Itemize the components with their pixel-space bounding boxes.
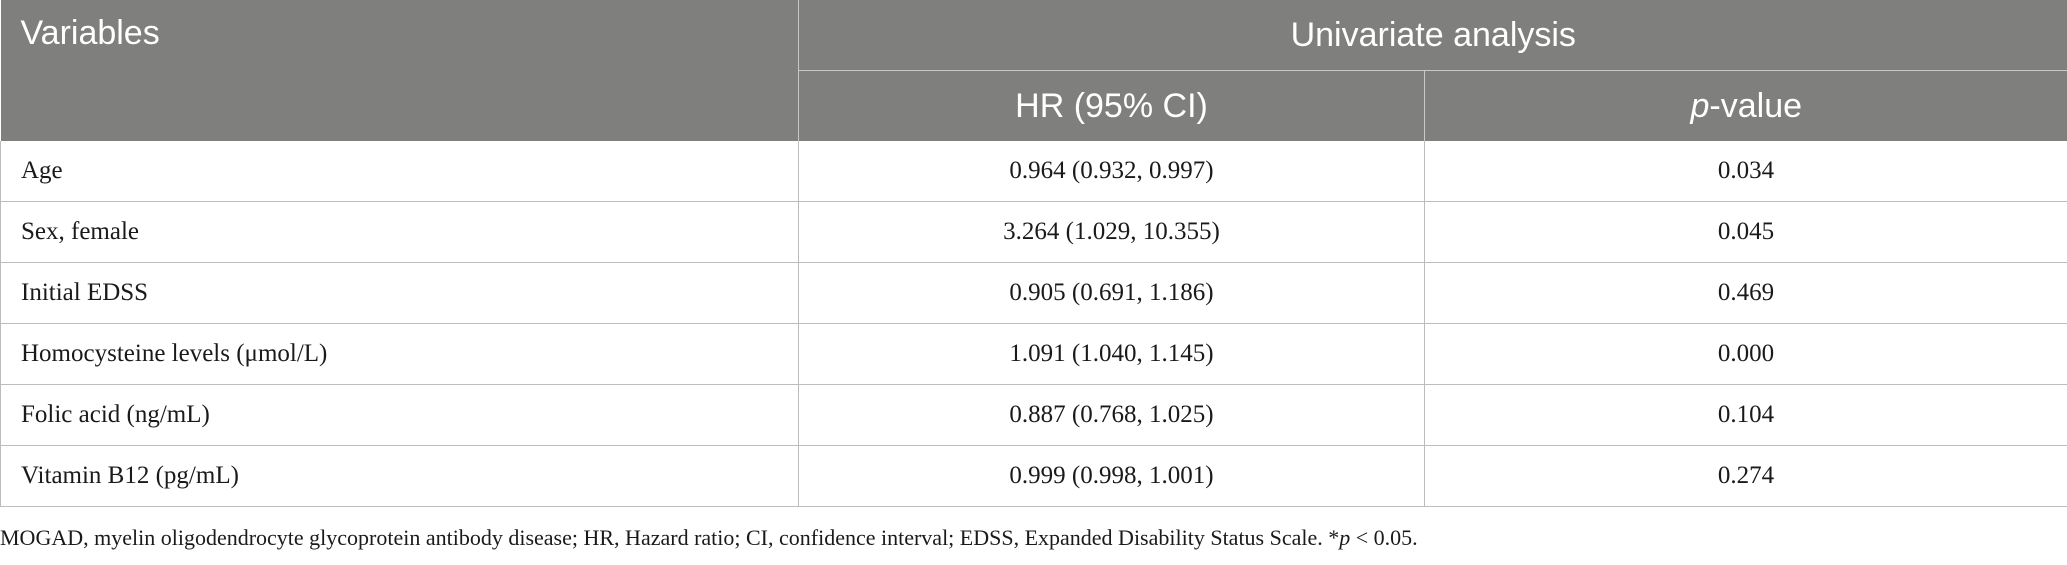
footnote-p-italic: p: [1339, 525, 1351, 550]
header-p-value: p-value: [1424, 70, 2067, 141]
cell-variable: Homocysteine levels (μmol/L): [0, 323, 799, 385]
cell-variable: Initial EDSS: [0, 262, 799, 324]
table-row: Initial EDSS 0.905 (0.691, 1.186) 0.469: [0, 262, 2067, 324]
results-table-container: Variables Univariate analysis HR (95% CI…: [0, 0, 2067, 507]
cell-hr: 0.905 (0.691, 1.186): [798, 262, 1425, 324]
footnote-text: MOGAD, myelin oligodendrocyte glycoprote…: [0, 525, 1340, 550]
table-row: Vitamin B12 (pg/mL) 0.999 (0.998, 1.001)…: [0, 445, 2067, 507]
cell-p-value: 0.045: [1424, 201, 2067, 263]
cell-p-value: 0.104: [1424, 384, 2067, 446]
table-row: Sex, female 3.264 (1.029, 10.355) 0.045: [0, 201, 2067, 263]
cell-variable: Folic acid (ng/mL): [0, 384, 799, 446]
header-univariate-analysis: Univariate analysis: [798, 0, 2067, 71]
cell-variable: Vitamin B12 (pg/mL): [0, 445, 799, 507]
cell-variable: Age: [0, 141, 799, 202]
header-row-2: HR (95% CI) p-value: [1, 70, 2067, 141]
cell-p-value: 0.000: [1424, 323, 2067, 385]
header-row-1: Variables Univariate analysis: [0, 0, 2067, 141]
cell-p-value: 0.274: [1424, 445, 2067, 507]
cell-hr: 0.999 (0.998, 1.001): [798, 445, 1425, 507]
header-p-italic: p: [1690, 86, 1710, 125]
table-row: Folic acid (ng/mL) 0.887 (0.768, 1.025) …: [0, 384, 2067, 446]
table-footnote: MOGAD, myelin oligodendrocyte glycoprote…: [0, 525, 1418, 551]
univariate-analysis-table: Variables Univariate analysis HR (95% CI…: [0, 0, 2067, 507]
cell-hr: 3.264 (1.029, 10.355): [798, 201, 1425, 263]
table-row: Homocysteine levels (μmol/L) 1.091 (1.04…: [0, 323, 2067, 385]
table-row: Age 0.964 (0.932, 0.997) 0.034: [0, 141, 2067, 202]
header-p-suffix: -value: [1709, 86, 1803, 125]
header-variables: Variables: [0, 0, 799, 141]
cell-hr: 0.964 (0.932, 0.997): [798, 141, 1425, 202]
cell-variable: Sex, female: [0, 201, 799, 263]
cell-hr: 1.091 (1.040, 1.145): [798, 323, 1425, 385]
cell-p-value: 0.469: [1424, 262, 2067, 324]
footnote-tail: < 0.05.: [1350, 525, 1418, 550]
header-hr-ci: HR (95% CI): [798, 70, 1425, 141]
cell-p-value: 0.034: [1424, 141, 2067, 202]
cell-hr: 0.887 (0.768, 1.025): [798, 384, 1425, 446]
